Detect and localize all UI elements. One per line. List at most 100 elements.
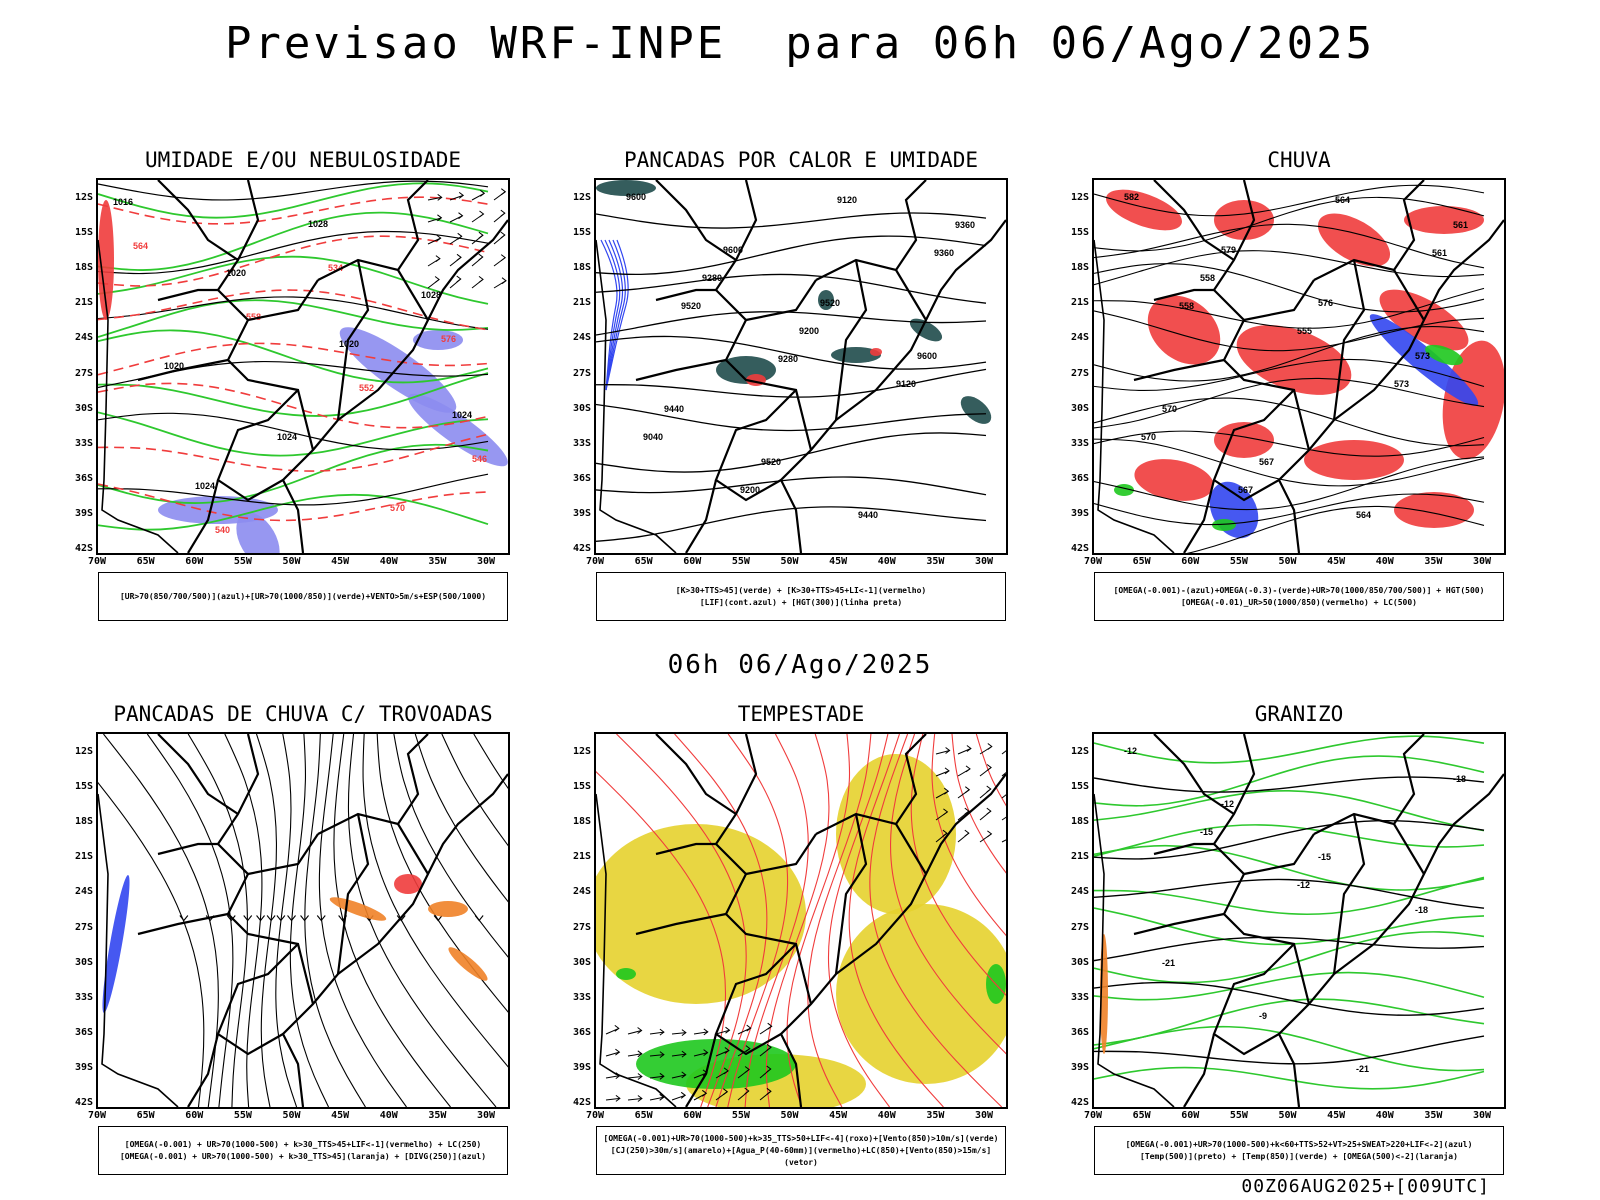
contour-label: 1024: [452, 410, 472, 420]
lat-tick-label: 12S: [572, 746, 591, 757]
lon-tick-label: 35W: [1424, 1110, 1443, 1121]
wind-vectors-sw: [605, 1022, 773, 1102]
legend-line: [Temp(500)](preto) + [Temp(850)](verde) …: [1140, 1151, 1458, 1161]
panel-title-granizo: GRANIZO: [1254, 702, 1344, 726]
lon-tick-label: 35W: [926, 1110, 945, 1121]
contour-label: 1024: [195, 481, 215, 491]
contour-label: 9520: [681, 301, 701, 311]
contour-label: 9360: [955, 220, 975, 230]
map-pancadas-calor: 9600 9600 9520 9600 9440 9520 9440 9360 9280 9200…: [594, 178, 1008, 555]
lon-tick-label: 55W: [731, 556, 750, 567]
lon-tick-label: 70W: [585, 556, 605, 567]
hgt300-contours: [596, 212, 987, 542]
lon-tick-label: 45W: [1327, 556, 1346, 567]
legend-line: [UR>70(850/700/500)](azul)+[UR>70(1000/8…: [119, 591, 487, 601]
legend-line: [OMEGA(-0.001) + UR>70(1000-500) + k>30_…: [119, 1151, 487, 1161]
lat-tick-label: 30S: [572, 956, 591, 968]
lat-tick-label: 39S: [74, 1061, 93, 1073]
lon-tick-label: 30W: [1472, 556, 1492, 567]
orange-fill: [329, 897, 488, 981]
lon-tick-label: 65W: [136, 1110, 155, 1121]
lat-tick-label: 15S: [1070, 227, 1089, 239]
lat-tick-label: 24S: [74, 886, 93, 898]
divergence-blue-fill: [102, 875, 130, 1013]
lon-tick-label: 45W: [331, 1110, 350, 1121]
lon-tick-label: 65W: [634, 556, 653, 567]
contour-label: 579: [1221, 245, 1236, 255]
panel-title-tempestade: TEMPESTADE: [737, 702, 865, 726]
contour-label: 9520: [820, 298, 840, 308]
lat-tick-label: 21S: [572, 297, 591, 309]
lon-tick-label: 60W: [683, 556, 702, 567]
lat-tick-label: 12S: [74, 192, 93, 203]
lat-tick-label: 12S: [74, 746, 93, 757]
contour-label: 570: [1141, 432, 1156, 442]
lat-tick-label: 15S: [74, 781, 93, 793]
lon-tick-label: 40W: [877, 1110, 896, 1121]
contour-label: 561: [1453, 220, 1468, 230]
contour-label: 9520: [761, 457, 781, 467]
contour-label: 552: [359, 383, 374, 393]
lat-tick-label: 21S: [1070, 851, 1089, 863]
map-tempestade: [594, 732, 1008, 1109]
contour-label: 9600: [723, 245, 743, 255]
country-borders: [596, 180, 1006, 553]
contour-label: 573: [1394, 379, 1409, 389]
map-canvas: [596, 734, 1006, 1107]
lat-tick-label: 30S: [74, 402, 93, 414]
lat-tick-label: 18S: [572, 816, 591, 828]
lon-tick-label: 30W: [974, 556, 994, 567]
lon-tick-label: 70W: [585, 1110, 605, 1121]
legend-line: [OMEGA(-0.01)_UR>50(1000/850)(vermelho) …: [1180, 597, 1417, 607]
contour-label: 1024: [277, 432, 297, 442]
country-borders: [98, 180, 508, 553]
contour-label: 9120: [837, 195, 857, 205]
lat-tick-label: 18S: [1070, 816, 1089, 828]
lon-tick-label: 35W: [1424, 556, 1443, 567]
lat-tick-label: 36S: [74, 1026, 93, 1038]
lat-tick-label: 42S: [74, 543, 93, 554]
contour-label: 1020: [339, 339, 359, 349]
contour-label: 9200: [799, 326, 819, 336]
contour-label: 534: [328, 263, 343, 273]
convection-teal-fill: [596, 180, 992, 424]
map-canvas: [98, 734, 508, 1107]
lat-tick-label: 24S: [1070, 886, 1089, 898]
lon-tick-label: 60W: [185, 556, 204, 567]
lon-tick-label: 40W: [877, 556, 896, 567]
contour-label: -15: [1318, 852, 1331, 862]
lon-tick-label: 35W: [428, 1110, 447, 1121]
panel-title-trovoadas: PANCADAS DE CHUVA C/ TROVOADAS: [113, 702, 493, 726]
lon-tick-label: 40W: [1375, 1110, 1394, 1121]
lon-tick-label: 55W: [1229, 556, 1248, 567]
hgt500-contours: [1094, 184, 1485, 553]
lat-tick-label: 30S: [572, 402, 591, 414]
contour-label: 1016: [113, 197, 133, 207]
legend-tempestade: [OMEGA(-0.001)+UR>70(1000-500)+k>35_TTS>…: [596, 1126, 1006, 1175]
lat-tick-label: 36S: [572, 1026, 591, 1038]
red-edge-fill: [98, 200, 114, 320]
contour-label: 9440: [664, 404, 684, 414]
lat-tick-label: 24S: [572, 332, 591, 344]
lon-tick-label: 30W: [974, 1110, 994, 1121]
legend-line: [OMEGA(-0.001) + UR>70(1000-500) + k>30_…: [124, 1139, 482, 1149]
lat-tick-label: 42S: [572, 543, 591, 554]
run-timestamp: 00Z06AUG2025+[009UTC]: [1241, 1176, 1490, 1197]
lat-tick-label: 42S: [572, 1097, 591, 1108]
streamlines-850: [596, 734, 1006, 1107]
lat-tick-label: 27S: [1070, 921, 1089, 933]
contour-label: 576: [1318, 298, 1333, 308]
red-fill: [394, 874, 422, 894]
lat-tick-label: 36S: [1070, 1026, 1089, 1038]
lat-tick-label: 18S: [1070, 262, 1089, 274]
lat-tick-label: 27S: [1070, 367, 1089, 379]
contour-label: 9280: [702, 273, 722, 283]
contour-label: 555: [1297, 326, 1312, 336]
lon-tick-label: 45W: [1327, 1110, 1346, 1121]
contour-label: 9280: [778, 354, 798, 364]
lat-tick-label: 33S: [572, 991, 591, 1003]
lat-tick-label: 33S: [572, 437, 591, 449]
lat-tick-label: 30S: [74, 956, 93, 968]
lon-tick-label: 50W: [780, 556, 799, 567]
lat-tick-label: 33S: [1070, 437, 1089, 449]
